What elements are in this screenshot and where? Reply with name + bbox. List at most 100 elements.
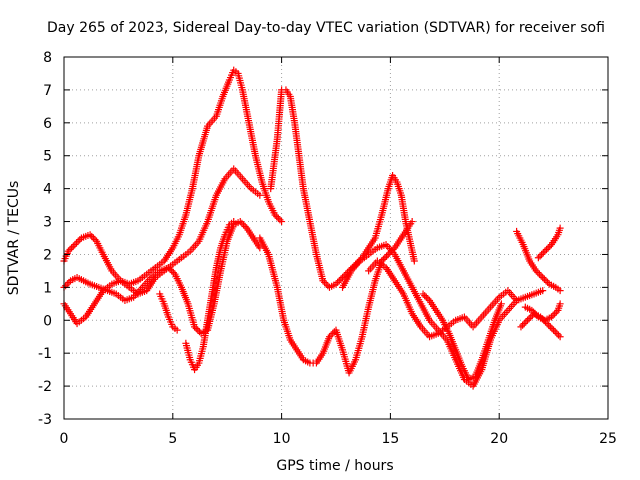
data-point <box>540 316 548 324</box>
data-point <box>76 236 84 244</box>
data-point <box>424 295 432 303</box>
data-point <box>91 236 99 244</box>
data-point <box>537 272 545 280</box>
data-point <box>539 249 547 257</box>
data-point <box>551 310 559 318</box>
data-point <box>534 254 542 262</box>
data-point <box>271 211 279 219</box>
data-point <box>322 280 330 288</box>
data-point <box>384 250 392 258</box>
data-point <box>552 308 560 316</box>
data-point <box>278 218 286 226</box>
y-tick-label: 3 <box>43 215 52 231</box>
data-point <box>543 246 551 254</box>
data-point <box>556 300 564 308</box>
data-point <box>556 333 564 341</box>
data-point <box>74 237 82 245</box>
y-tick-label: 4 <box>43 182 52 198</box>
data-point <box>379 255 387 263</box>
y-tick-label: 1 <box>43 280 52 296</box>
y-tick-label: -2 <box>38 379 52 395</box>
data-point <box>276 216 284 224</box>
data-point <box>192 325 200 332</box>
y-tick-label: 7 <box>43 83 52 99</box>
data-point <box>539 287 547 295</box>
data-point <box>168 267 176 275</box>
data-point <box>335 277 343 285</box>
y-tick-label: -1 <box>38 346 52 362</box>
data-point <box>421 292 429 300</box>
data-point <box>230 218 238 226</box>
data-point <box>88 232 96 240</box>
y-axis-label: SDTVAR / TECUs <box>6 181 22 296</box>
data-point <box>541 318 549 326</box>
series-arc-c <box>60 165 264 328</box>
data-point <box>546 242 554 250</box>
data-point <box>549 311 557 319</box>
data-point <box>532 267 540 275</box>
data-point <box>66 246 74 254</box>
plot-frame <box>63 56 609 420</box>
data-point <box>520 320 528 328</box>
data-point <box>236 218 244 226</box>
data-point <box>535 270 543 278</box>
data-point <box>550 326 558 334</box>
data-point <box>240 221 248 229</box>
x-tick-label: 5 <box>168 431 177 447</box>
data-point <box>86 231 94 239</box>
data-point <box>410 257 418 265</box>
data-point <box>519 321 527 329</box>
y-tick-label: -3 <box>38 412 52 428</box>
data-point <box>497 300 505 308</box>
data-point <box>534 269 542 277</box>
data-point <box>191 323 199 331</box>
data-point <box>332 280 340 288</box>
data-point <box>419 290 427 298</box>
x-tick-label: 15 <box>381 431 399 447</box>
data-point <box>63 280 71 288</box>
data-point <box>173 326 181 334</box>
data-point <box>334 278 342 286</box>
data-point <box>69 242 77 250</box>
data-point <box>325 333 333 341</box>
data-point <box>546 323 554 331</box>
y-tick-label: 5 <box>43 149 52 165</box>
y-tick-label: 2 <box>43 247 52 263</box>
data-point <box>73 239 81 247</box>
series-arc-f <box>339 241 547 390</box>
data-point <box>538 250 546 258</box>
x-tick-label: 10 <box>273 431 291 447</box>
x-tick-label: 25 <box>599 431 617 447</box>
data-points <box>60 66 564 390</box>
data-point <box>544 244 552 252</box>
data-point <box>65 278 73 286</box>
data-point <box>89 234 97 242</box>
data-point <box>553 329 561 337</box>
series-dip-early <box>156 290 181 334</box>
x-axis-label: GPS time / hours <box>276 458 393 474</box>
series-arc-l <box>517 310 564 341</box>
chart-title: Day 265 of 2023, Sidereal Day-to-day VTE… <box>47 20 605 36</box>
data-point <box>194 326 202 334</box>
data-point <box>554 331 562 339</box>
plot-border <box>63 56 609 420</box>
axis-ticks: 0 5 10 15 20 25 -3 -2 -1 0 1 2 3 4 5 6 7 8 <box>38 50 617 447</box>
data-point <box>522 318 530 326</box>
data-point <box>422 293 430 301</box>
data-point <box>256 191 264 199</box>
grid-lines <box>64 57 608 419</box>
data-point <box>68 244 76 252</box>
data-point <box>238 219 246 227</box>
y-tick-label: 6 <box>43 116 52 132</box>
y-tick-label: 0 <box>43 313 52 329</box>
series-arc-g <box>365 257 521 341</box>
data-point <box>543 320 551 328</box>
series-dip-six <box>182 218 238 374</box>
data-point <box>551 328 559 336</box>
data-point <box>381 254 389 262</box>
data-point <box>527 313 535 321</box>
data-point <box>321 278 329 286</box>
data-point <box>337 275 345 283</box>
series-arc-k <box>534 224 564 262</box>
